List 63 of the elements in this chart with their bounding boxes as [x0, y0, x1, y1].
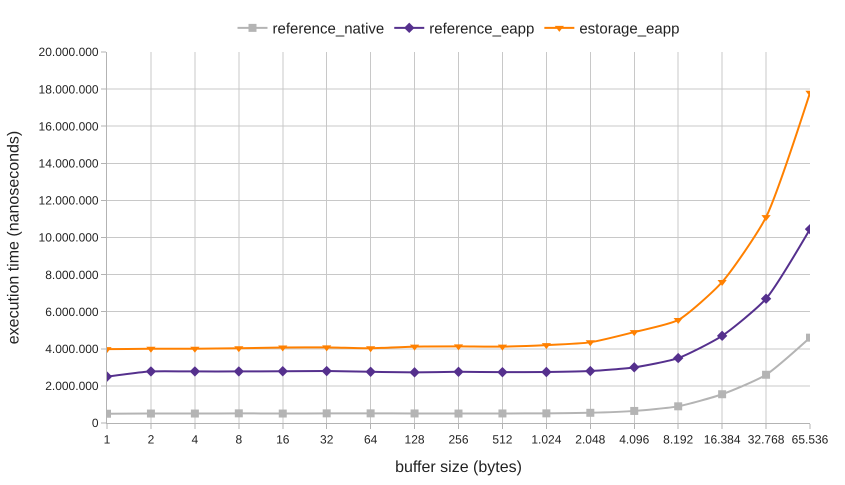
y-tick-label: 18.000.000 — [38, 82, 99, 96]
y-tick-label: 20.000.000 — [38, 45, 99, 60]
point — [146, 366, 156, 377]
y-axis-title: execution time (nanoseconds) — [5, 130, 22, 344]
point — [190, 366, 200, 377]
x-tick-label: 8 — [235, 432, 242, 446]
point — [322, 409, 331, 418]
x-tick-label: 4.096 — [619, 432, 650, 446]
y-tick-label: 12.000.000 — [38, 194, 99, 208]
point — [190, 410, 199, 418]
x-tick-label: 16 — [276, 432, 290, 446]
point — [454, 410, 462, 418]
y-tick-label: 6.000.000 — [45, 304, 99, 319]
point — [586, 408, 594, 417]
point — [146, 410, 155, 418]
x-tick-label: 32.768 — [748, 432, 785, 446]
point — [366, 409, 375, 418]
point — [716, 330, 728, 342]
x-tick-label: 1 — [104, 432, 111, 446]
point — [278, 410, 287, 418]
x-tick-label: 65.536 — [792, 432, 829, 446]
point — [541, 366, 552, 378]
x-tick-label: 2 — [148, 432, 155, 446]
x-tick-label: 16.384 — [704, 432, 741, 446]
x-axis-title: buffer size (bytes) — [395, 459, 522, 476]
point — [630, 406, 638, 415]
point — [542, 409, 550, 418]
x-tick-label: 1.024 — [531, 432, 562, 446]
point — [718, 390, 726, 398]
point — [674, 402, 682, 410]
point — [453, 366, 464, 377]
y-tick-label: 10.000.000 — [38, 230, 99, 245]
x-tick-label: 32 — [320, 432, 334, 446]
point — [672, 352, 684, 364]
point — [409, 367, 420, 378]
point — [410, 409, 419, 418]
point — [234, 366, 244, 377]
x-tick-label: 4 — [192, 432, 199, 446]
y-tick-label: 0 — [92, 416, 99, 430]
point — [629, 362, 640, 373]
y-tick-label: 14.000.000 — [38, 156, 99, 170]
x-tick-label: 256 — [448, 432, 469, 446]
point — [760, 294, 772, 304]
y-tick-label: 16.000.000 — [38, 119, 99, 134]
x-tick-label: 64 — [364, 432, 378, 446]
point — [234, 409, 243, 418]
legend-label: reference_native — [272, 20, 384, 38]
y-tick-label: 2.000.000 — [45, 379, 99, 394]
y-tick-label: 4.000.000 — [45, 342, 99, 356]
point — [498, 409, 506, 418]
x-tick-label: 2.048 — [575, 432, 606, 446]
legend-label: estorage_eapp — [579, 20, 680, 38]
x-tick-label: 512 — [492, 432, 513, 446]
x-tick-label: 8.192 — [663, 432, 694, 446]
point — [321, 366, 332, 376]
point — [365, 366, 376, 377]
x-tick-label: 128 — [404, 432, 425, 446]
point — [762, 370, 770, 379]
y-tick-label: 8.000.000 — [45, 268, 99, 282]
point — [585, 366, 596, 376]
legend-label: reference_eapp — [429, 20, 534, 38]
point — [278, 366, 288, 376]
point — [497, 366, 508, 378]
